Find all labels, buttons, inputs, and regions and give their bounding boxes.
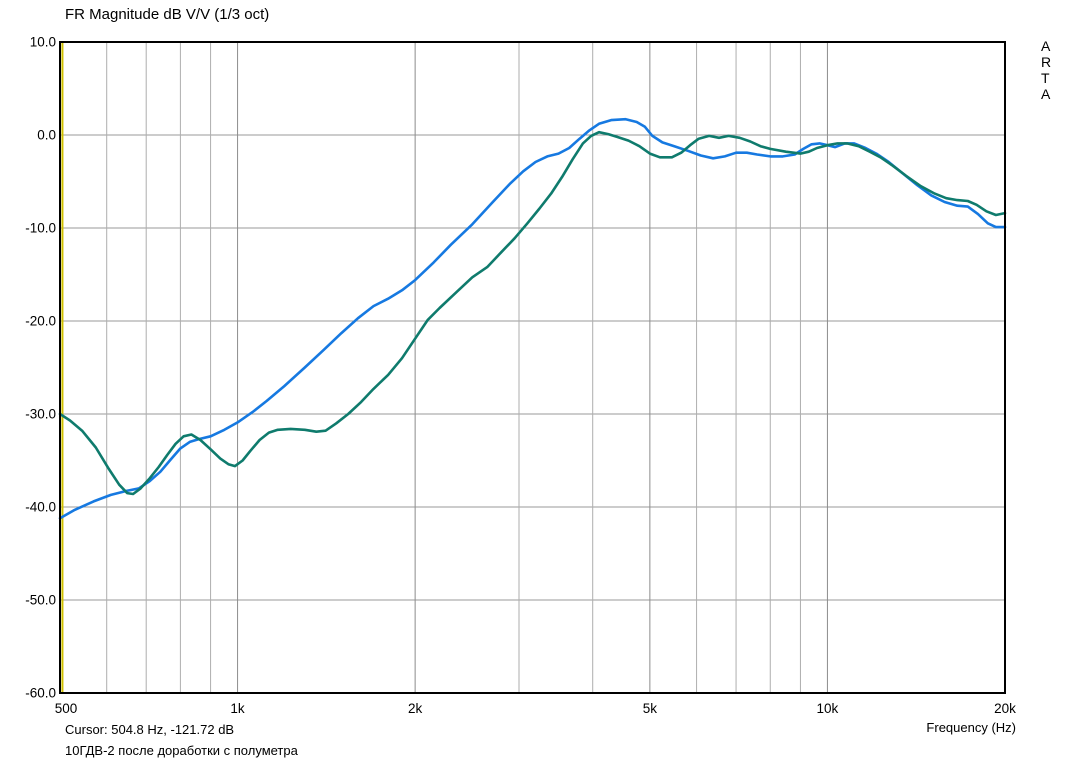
y-tick-label: -30.0 [25, 407, 56, 422]
arta-watermark: A R T A [1041, 38, 1052, 102]
curve-green [58, 130, 1007, 496]
y-tick-label: 10.0 [30, 35, 56, 50]
y-tick-label: -20.0 [25, 314, 56, 329]
y-tick-label: -10.0 [25, 221, 56, 236]
x-tick-label: 20k [994, 701, 1016, 716]
x-axis-label: Frequency (Hz) [926, 720, 1016, 735]
y-tick-label: -50.0 [25, 593, 56, 608]
x-tick-label: 1k [230, 701, 245, 716]
plot-frame [59, 41, 1006, 694]
chart-title: FR Magnitude dB V/V (1/3 oct) [65, 6, 270, 23]
cursor-readout: Cursor: 504.8 Hz, -121.72 dB [65, 722, 235, 737]
x-tick-label: 2k [408, 701, 423, 716]
curve-blue [58, 117, 1007, 520]
y-tick-label: -40.0 [25, 500, 56, 515]
x-tick-label: 500 [55, 701, 78, 716]
y-tick-label: -60.0 [25, 686, 56, 701]
x-tick-label: 5k [643, 701, 658, 716]
measurement-note: 10ГДВ-2 после доработки с полуметра [65, 743, 298, 758]
x-tick-label: 10k [817, 701, 839, 716]
y-tick-label: 0.0 [37, 128, 56, 143]
